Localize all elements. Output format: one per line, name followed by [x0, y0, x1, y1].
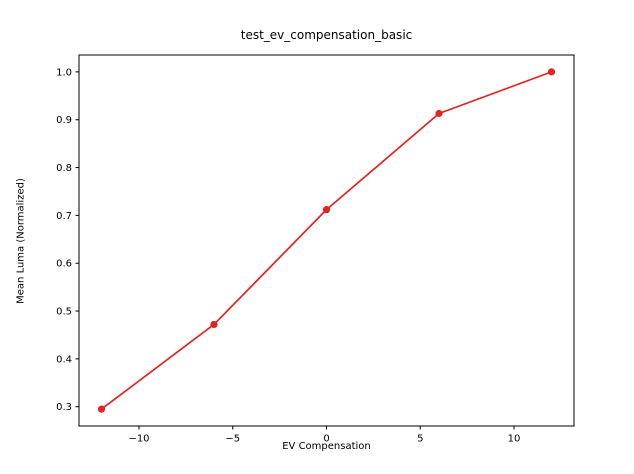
data-point	[435, 109, 443, 118]
data-point	[322, 206, 331, 214]
y-tick-label: 0.9	[56, 115, 72, 126]
y-tick-label: 0.7	[56, 211, 72, 222]
y-axis-label: Mean Luma (Normalized)	[15, 178, 27, 304]
x-axis-label: EV Compensation	[282, 441, 371, 452]
x-tick-label: −10	[128, 434, 149, 445]
x-tick-label: 5	[417, 434, 423, 445]
data-point	[210, 320, 218, 329]
data-point	[97, 405, 106, 413]
y-tick-label: 0.6	[56, 259, 72, 270]
y-tick-label: 1.0	[56, 67, 72, 78]
chart-title: test_ev_compensation_basic	[240, 28, 413, 42]
x-tick-label: 10	[508, 434, 521, 445]
y-tick-label: 0.3	[56, 402, 72, 413]
y-tick-label: 0.5	[56, 307, 72, 318]
x-tick-label: −5	[225, 434, 240, 445]
y-tick-label: 0.8	[56, 163, 72, 174]
data-point	[547, 68, 556, 76]
x-tick-label: 0	[323, 434, 329, 445]
y-tick-label: 0.4	[56, 354, 72, 365]
data-line	[100, 71, 553, 410]
